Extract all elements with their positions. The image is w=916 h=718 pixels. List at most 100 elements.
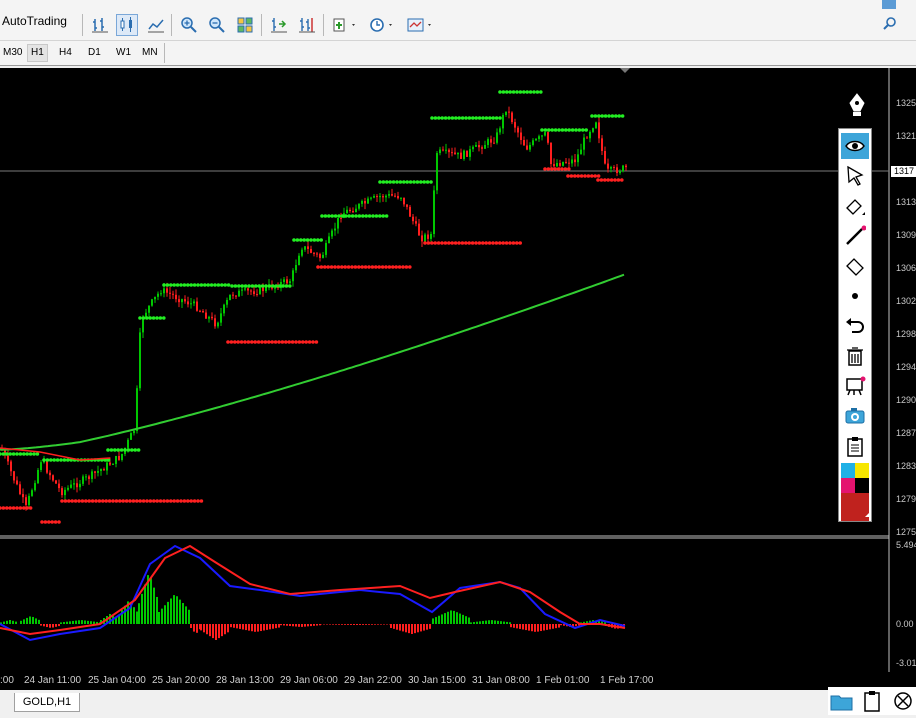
resistance-dot [402,180,406,184]
resistance-dot [189,283,193,287]
color-palette-icon[interactable] [841,463,869,493]
resistance-dot [36,452,40,456]
candle-body [529,145,531,150]
window-control-button[interactable] [882,0,896,9]
resistance-dot [381,214,385,218]
toolbar-separator [164,43,165,63]
camera-icon[interactable] [841,403,869,429]
candle-body [292,270,294,281]
timeframe-h1[interactable]: H1 [27,44,48,62]
chart-tab-gold-h1[interactable]: GOLD,H1 [14,693,80,712]
candle-body [247,288,249,290]
resistance-dot [597,114,601,118]
timeframe-w1[interactable]: W1 [113,45,134,61]
macd-histogram-bar [289,624,291,626]
candle-body [409,207,411,217]
resistance-dot [183,283,187,287]
candle-body [394,196,396,197]
tile-windows-icon[interactable] [234,14,256,36]
zoom-in-icon[interactable] [178,14,200,36]
resistance-dot [313,238,317,242]
screenshot-board-icon[interactable] [841,373,869,399]
support-dot [84,499,88,503]
support-dot [323,265,327,269]
periods-dropdown-icon[interactable] [367,14,397,36]
price-chart[interactable]: 1325 1321 1317 1313 1309 1306 1302 1298 … [0,68,916,672]
candle-body [367,199,369,204]
autoscroll-icon[interactable] [268,14,290,36]
eraser-all-icon[interactable] [841,253,869,279]
support-dot [566,174,570,178]
chart-shift-icon[interactable] [296,14,318,36]
macd-histogram-bar [49,624,51,628]
candle-body [76,483,78,487]
bar-chart-icon[interactable] [89,14,111,36]
macd-histogram-bar [263,624,265,630]
macd-histogram-bar [20,621,22,624]
clipboard-icon[interactable] [841,433,869,459]
macd-histogram-bar [405,624,407,632]
macd-histogram-bar [374,624,376,625]
candle-body [328,236,330,243]
candle-body [508,112,510,113]
resistance-dot [334,214,338,218]
candle-body [52,475,54,480]
timeframe-mn[interactable]: MN [139,45,161,61]
zoom-out-icon[interactable] [206,14,228,36]
macd-histogram-bar [26,618,28,624]
macd-histogram-bar [200,624,202,630]
support-dot [176,499,180,503]
support-dot [308,340,312,344]
timeframe-d1[interactable]: D1 [85,45,104,61]
support-dot [580,174,584,178]
candle-body [199,311,201,312]
color-swatch-icon[interactable] [841,493,869,521]
macd-histogram-bar [356,624,358,625]
support-dot [104,499,108,503]
indicators-dropdown-icon[interactable] [330,14,360,36]
main-toolbar: AutoTrading [0,0,916,41]
dot-icon[interactable] [841,283,869,309]
line-chart-icon[interactable] [145,14,167,36]
undo-icon[interactable] [841,313,869,339]
candle-body [298,256,300,265]
templates-dropdown-icon[interactable] [404,14,436,36]
candle-body [130,433,132,440]
macd-histogram-bar [280,624,282,625]
macd-histogram-bar [390,624,392,628]
autotrading-button[interactable]: AutoTrading [2,14,67,28]
timeframes-toolbar: M30 H1 H4 D1 W1 MN [0,41,916,66]
candle-body [436,153,438,190]
resistance-dot [274,284,278,288]
macd-histogram-bar [350,624,352,625]
candle-body [100,469,102,471]
timeframe-m30[interactable]: M30 [0,45,25,61]
timeframe-h4[interactable]: H4 [56,45,75,61]
support-dot [22,506,26,510]
pen-icon[interactable] [845,92,869,118]
support-dot [169,499,173,503]
candle-body [355,209,357,212]
line-icon[interactable] [841,223,869,249]
macd-histogram-bar [93,622,95,624]
chart-canvas[interactable] [0,68,916,672]
cursor-icon[interactable] [841,163,869,189]
candle-body [175,295,177,299]
support-dot [77,499,81,503]
trash-icon[interactable] [841,343,869,369]
moving-average [0,275,624,460]
candle-body [430,234,432,239]
resistance-dot [162,316,166,320]
candle-body [178,299,180,302]
candlestick-chart-icon[interactable] [116,14,138,36]
eye-icon[interactable] [841,133,869,159]
support-dot [172,499,176,503]
macd-histogram-bar [75,621,77,624]
resistance-dot [378,214,382,218]
support-dot [505,241,509,245]
eraser-icon[interactable] [841,193,869,219]
candle-body [574,159,576,162]
candle-body [373,196,375,198]
search-icon[interactable] [882,16,898,32]
resistance-dot [354,214,358,218]
